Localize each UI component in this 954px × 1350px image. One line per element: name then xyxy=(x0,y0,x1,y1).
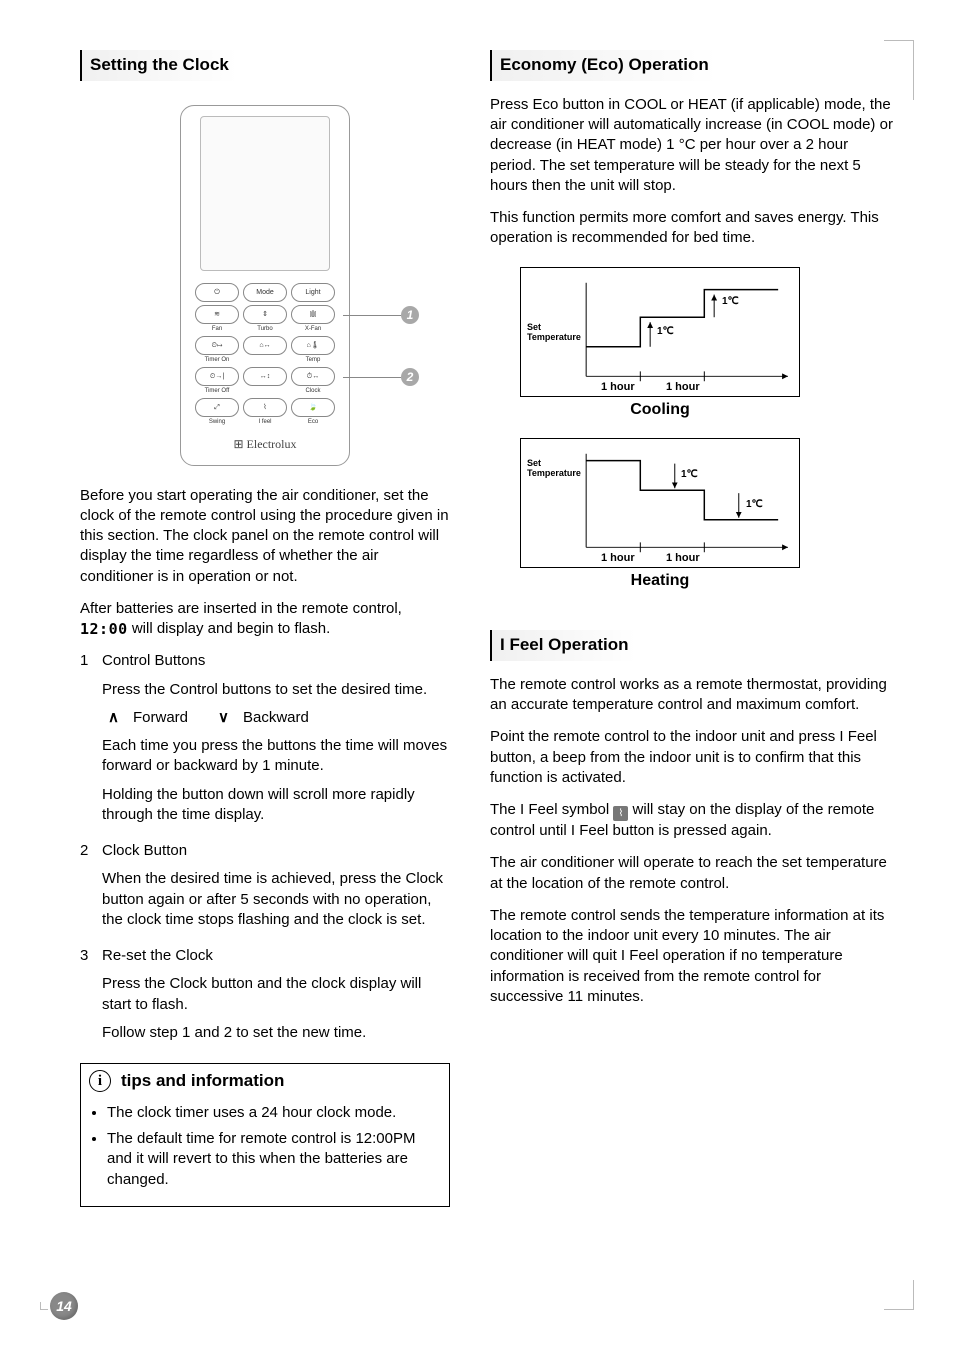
heating-step2: 1℃ xyxy=(746,499,763,510)
sublabel-blank2 xyxy=(243,387,287,395)
callout-line-1 xyxy=(343,315,401,316)
info-icon: i xyxy=(89,1070,111,1092)
step-1-title: Control Buttons xyxy=(102,651,450,671)
ifeel-p2: Point the remote control to the indoor u… xyxy=(490,727,894,788)
remote-btn-timeron: ⏲↦ xyxy=(195,336,239,355)
sublabel-blank1 xyxy=(243,356,287,364)
tip-2: The default time for remote control is 1… xyxy=(107,1129,439,1190)
sublabel-eco: Eco xyxy=(291,418,335,426)
remote-screen xyxy=(200,116,330,271)
sublabel-turbo: Turbo xyxy=(243,325,287,333)
ifeel-p3a: The I Feel symbol xyxy=(490,801,613,818)
cooling-x2: 1 hour xyxy=(666,381,700,393)
page-number: 14 xyxy=(50,1292,78,1320)
clock-intro-2b: will display and begin to flash. xyxy=(128,620,331,637)
step-3-text-a: Press the Clock button and the clock dis… xyxy=(102,974,450,1015)
remote-illustration: ⏻ Mode Light ≋ ⇕ ⫾⫿⫾ Fan Turbo X-Fan ⏲↦ … xyxy=(80,105,450,466)
arrow-down-label: Backward xyxy=(243,708,309,728)
tips-title: tips and information xyxy=(121,1070,284,1093)
eco-p2: This function permits more comfort and s… xyxy=(490,208,894,249)
heating-caption: Heating xyxy=(520,570,800,592)
step-3-text-b: Follow step 1 and 2 to set the new time. xyxy=(102,1023,450,1043)
remote-btn-ifeel: ⌇ xyxy=(243,398,287,417)
remote-btn-clock: ⏱↔ xyxy=(291,367,335,386)
sublabel-timeroff: Timer Off xyxy=(195,387,239,395)
ifeel-p1: The remote control works as a remote the… xyxy=(490,675,894,716)
arrow-up-label: Forward xyxy=(133,708,188,728)
sublabel-ifeel: I feel xyxy=(243,418,287,426)
ifeel-p4: The air conditioner will operate to reac… xyxy=(490,853,894,894)
heating-chart: Set Temperature 1℃ 1℃ 1 hour 1 hour xyxy=(520,438,800,568)
sublabel-temp: Temp xyxy=(291,356,335,364)
ifeel-p3: The I Feel symbol ⌇ will stay on the dis… xyxy=(490,800,894,841)
eco-p1: Press Eco button in COOL or HEAT (if app… xyxy=(490,95,894,196)
remote-btn-timeroff: ⏲→| xyxy=(195,367,239,386)
tips-box: i tips and information The clock timer u… xyxy=(80,1063,450,1207)
step-1-text-c: Holding the button down will scroll more… xyxy=(102,785,450,826)
remote-btn-mode: Mode xyxy=(243,283,287,302)
cooling-step2: 1℃ xyxy=(722,296,739,307)
remote-btn-fan: ≋ xyxy=(195,305,239,324)
ifeel-icon: ⌇ xyxy=(613,806,628,821)
heating-step1: 1℃ xyxy=(681,469,698,480)
arrow-down-icon: ∨ xyxy=(218,708,229,728)
step-1-num: 1 xyxy=(80,651,102,833)
clock-intro-2: After batteries are inserted in the remo… xyxy=(80,599,450,640)
remote-btn-xfan: ⫾⫿⫾ xyxy=(291,305,335,324)
crop-mark-bl xyxy=(40,1302,48,1310)
crop-mark-br xyxy=(884,1280,914,1310)
clock-intro-1: Before you start operating the air condi… xyxy=(80,486,450,587)
sublabel-timeron: Timer On xyxy=(195,356,239,364)
crop-mark-tr xyxy=(884,40,914,100)
callout-line-2 xyxy=(343,377,401,378)
cooling-chart: Set Temperature 1℃ 1℃ 1 hour 1 hour xyxy=(520,267,800,397)
step-2-text-a: When the desired time is achieved, press… xyxy=(102,869,450,930)
heading-setting-clock: Setting the Clock xyxy=(80,50,237,81)
remote-btn-turbo: ⇕ xyxy=(243,305,287,324)
sublabel-xfan: X-Fan xyxy=(291,325,335,333)
remote-btn-temp: ⌂🌡 xyxy=(291,336,335,355)
step-3-title: Re-set the Clock xyxy=(102,946,450,966)
cooling-ylabel: Set Temperature xyxy=(527,323,581,343)
heating-x2: 1 hour xyxy=(666,552,700,564)
heading-ifeel: I Feel Operation xyxy=(490,630,636,661)
remote-btn-swing: ⤢ xyxy=(195,398,239,417)
cooling-x1: 1 hour xyxy=(601,381,635,393)
ifeel-p5: The remote control sends the temperature… xyxy=(490,906,894,1007)
cooling-caption: Cooling xyxy=(520,399,800,421)
heading-eco: Economy (Eco) Operation xyxy=(490,50,717,81)
sublabel-fan: Fan xyxy=(195,325,239,333)
sublabel-clock: Clock xyxy=(291,387,335,395)
heating-x1: 1 hour xyxy=(601,552,635,564)
callout-1: 1 xyxy=(401,306,419,324)
brand-label: ⊞ Electrolux xyxy=(189,436,341,452)
sublabel-swing: Swing xyxy=(195,418,239,426)
step-2-num: 2 xyxy=(80,841,102,938)
cooling-step1: 1℃ xyxy=(657,326,674,337)
heating-ylabel: Set Temperature xyxy=(527,459,581,479)
tip-1: The clock timer uses a 24 hour clock mod… xyxy=(107,1103,439,1123)
arrow-up-icon: ∧ xyxy=(108,708,119,728)
step-1-text-a: Press the Control buttons to set the des… xyxy=(102,680,450,700)
remote-btn-eco: 🍃 xyxy=(291,398,335,417)
clock-intro-2a: After batteries are inserted in the remo… xyxy=(80,600,402,617)
remote-btn-swingh: ⌂↔ xyxy=(243,336,287,355)
step-2-title: Clock Button xyxy=(102,841,450,861)
remote-btn-swingv: ↔↕ xyxy=(243,367,287,386)
remote-btn-light: Light xyxy=(291,283,335,302)
step-1-text-b: Each time you press the buttons the time… xyxy=(102,736,450,777)
step-3-num: 3 xyxy=(80,946,102,1051)
callout-2: 2 xyxy=(401,368,419,386)
clock-display-glyph: 12:00 xyxy=(80,620,128,638)
remote-btn-power: ⏻ xyxy=(195,283,239,302)
